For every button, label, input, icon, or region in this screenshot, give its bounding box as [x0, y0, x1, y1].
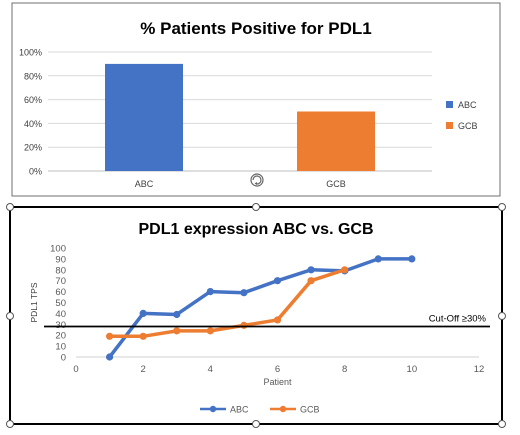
line-y-tick-label: 90 — [55, 254, 66, 265]
resize-handle-top-left[interactable] — [6, 203, 14, 211]
bar-abc — [105, 63, 183, 171]
bar-chart: 0% 20% 40% 60% 80% 100% ABC GCB ABC GCB — [19, 48, 478, 190]
line-x-tick-label: 10 — [407, 364, 418, 375]
bar-x-tick-label: GCB — [326, 179, 346, 189]
line-point-abc — [307, 266, 315, 274]
line-legend-marker — [209, 405, 217, 413]
line-point-abc — [139, 309, 147, 317]
resize-handle-bottom-left[interactable] — [6, 420, 14, 428]
bar-legend-label: ABC — [458, 100, 477, 110]
line-point-gcb — [206, 327, 214, 335]
bar-y-tick-label: 20% — [24, 143, 42, 153]
bar-y-tick-label: 80% — [24, 71, 42, 81]
line-point-gcb — [273, 316, 282, 324]
line-point-gcb — [341, 266, 349, 274]
line-y-tick-label: 40 — [55, 309, 66, 320]
line-y-tick-label: 0 — [61, 353, 66, 364]
line-point-abc — [173, 310, 181, 319]
line-point-abc — [273, 277, 282, 285]
line-x-tick-label: 2 — [141, 364, 146, 375]
rotate-handle-icon[interactable] — [250, 173, 264, 187]
line-x-tick-label: 12 — [474, 364, 485, 375]
line-x-tick-label: 8 — [342, 364, 347, 375]
line-y-tick-label: 10 — [55, 342, 66, 353]
resize-handle-right[interactable] — [498, 312, 506, 320]
line-series-gcb — [107, 268, 347, 339]
line-point-gcb — [139, 332, 147, 340]
line-series-abc — [107, 257, 414, 359]
line-point-abc — [408, 255, 416, 263]
line-y-tick-label: 50 — [55, 298, 66, 309]
bar-y-tick-label: 100% — [19, 48, 42, 58]
bar-y-tick-label: 0% — [29, 167, 42, 177]
line-y-tick-label: 80 — [55, 265, 66, 276]
resize-handle-bottom[interactable] — [252, 420, 260, 428]
resize-handle-left[interactable] — [6, 312, 14, 320]
line-legend-label: ABC — [230, 405, 249, 415]
bar-y-tick-label: 60% — [24, 95, 42, 105]
line-point-abc — [374, 255, 382, 263]
bar-legend-swatch — [446, 101, 453, 108]
line-point-gcb — [173, 327, 181, 335]
bar-y-tick-label: 40% — [24, 119, 42, 129]
line-point-gcb — [240, 321, 248, 329]
line-point-abc — [206, 288, 214, 296]
resize-handle-top[interactable] — [252, 203, 260, 211]
bar-legend-label: GCB — [458, 121, 478, 131]
line-x-tick-label: 6 — [275, 364, 280, 375]
bar-chart-title: % Patients Positive for PDL1 — [140, 19, 371, 38]
bar-x-tick-label: ABC — [135, 179, 154, 189]
line-y-tick-label: 30 — [55, 320, 66, 331]
cutoff-label: Cut-Off ≥30% — [429, 313, 487, 324]
line-point-abc — [240, 289, 248, 297]
line-legend-marker — [279, 405, 287, 413]
line-point-gcb — [105, 332, 114, 340]
line-x-tick-label: 0 — [73, 364, 78, 375]
resize-handle-bottom-right[interactable] — [498, 420, 506, 428]
selection-handles[interactable] — [6, 203, 506, 428]
line-y-tick-label: 60 — [55, 287, 66, 298]
line-point-gcb — [307, 277, 315, 285]
resize-handle-top-right[interactable] — [498, 203, 506, 211]
bar-gcb — [297, 111, 375, 171]
line-legend-label: GCB — [300, 405, 320, 415]
line-x-axis-label: Patient — [263, 377, 292, 387]
line-chart-title: PDL1 expression ABC vs. GCB — [138, 221, 373, 238]
line-y-tick-label: 70 — [55, 276, 66, 287]
bar-legend-swatch — [446, 122, 453, 129]
line-y-axis-label: PDL1 TPS — [29, 282, 39, 322]
line-point-abc — [105, 353, 114, 361]
line-y-tick-label: 100 — [50, 244, 66, 255]
line-x-tick-label: 4 — [208, 364, 213, 375]
line-y-tick-label: 20 — [55, 331, 66, 342]
